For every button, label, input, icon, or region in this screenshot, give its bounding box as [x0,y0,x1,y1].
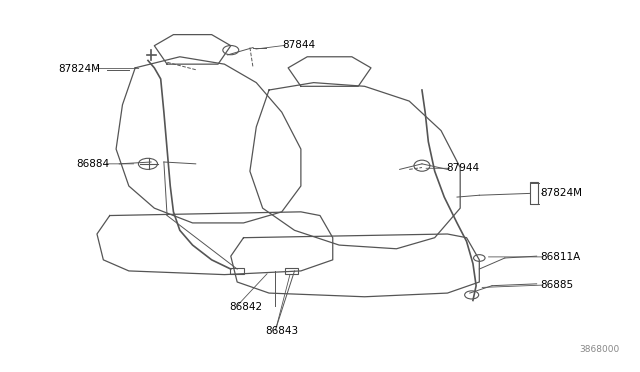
Text: 86884: 86884 [77,159,109,169]
Text: 86843: 86843 [265,326,298,336]
Text: 87844: 87844 [282,40,315,50]
Text: 87824M: 87824M [58,64,100,74]
Text: 3868000: 3868000 [579,345,620,354]
Bar [230,268,244,274]
Text: 86885: 86885 [540,280,573,290]
Ellipse shape [474,255,485,261]
Ellipse shape [138,158,157,169]
Ellipse shape [465,291,479,299]
Ellipse shape [414,160,430,171]
Text: 86842: 86842 [230,302,262,312]
Bar [285,268,298,274]
Text: 86811A: 86811A [540,252,580,262]
Text: 87944: 87944 [446,163,479,173]
Bar [531,182,538,205]
Ellipse shape [223,45,239,55]
Text: 87824M: 87824M [540,188,582,198]
